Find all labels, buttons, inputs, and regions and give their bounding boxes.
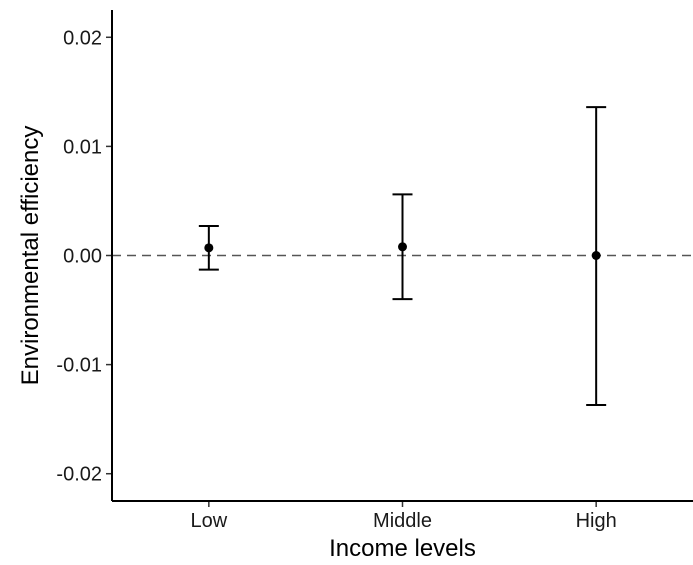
x-tick-label: High bbox=[576, 510, 617, 532]
x-tick-label: Low bbox=[190, 510, 227, 532]
y-axis-title: Environmental efficiency bbox=[17, 126, 44, 386]
x-axis-ticks: Low Middle High bbox=[190, 501, 617, 532]
y-tick-label: 0.01 bbox=[63, 136, 102, 158]
x-tick-label: Middle bbox=[373, 510, 432, 532]
estimate-point bbox=[398, 242, 407, 252]
y-tick-label: -0.02 bbox=[56, 464, 102, 486]
x-axis-title: Income levels bbox=[329, 535, 476, 562]
y-tick-label: 0.00 bbox=[63, 246, 102, 268]
estimate-point bbox=[204, 243, 214, 253]
estimate-point bbox=[591, 251, 601, 260]
y-tick-label: -0.01 bbox=[56, 355, 102, 377]
y-axis-ticks: -0.02 -0.01 0.00 0.01 0.02 bbox=[56, 27, 112, 486]
y-tick-label: 0.02 bbox=[63, 27, 102, 49]
error-bars bbox=[198, 106, 607, 406]
